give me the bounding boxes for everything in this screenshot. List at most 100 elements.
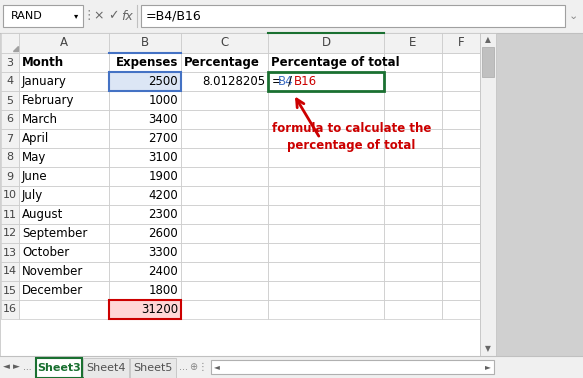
Bar: [109, 224, 181, 243]
Bar: [268, 224, 384, 243]
Text: 9: 9: [6, 172, 13, 181]
Bar: [268, 72, 384, 91]
Text: September: September: [22, 227, 87, 240]
Text: ⌄: ⌄: [568, 11, 578, 21]
Bar: [442, 243, 480, 262]
Bar: [268, 300, 384, 319]
Bar: [181, 110, 268, 129]
Bar: [442, 110, 480, 129]
Bar: [181, 224, 268, 243]
Bar: [384, 262, 442, 281]
Bar: [109, 72, 181, 91]
Text: 3: 3: [6, 57, 13, 68]
Bar: [442, 129, 480, 148]
Text: ►: ►: [485, 363, 491, 372]
Text: ►: ►: [13, 363, 19, 372]
Bar: [442, 53, 480, 72]
Bar: [109, 129, 181, 148]
Bar: [384, 53, 442, 72]
Text: C: C: [220, 37, 229, 50]
Text: Percentage: Percentage: [184, 56, 260, 69]
Bar: [1, 148, 19, 167]
Text: Expenses: Expenses: [115, 56, 178, 69]
Bar: [482, 47, 494, 77]
Text: RAND: RAND: [11, 11, 43, 21]
Bar: [19, 91, 109, 110]
Bar: [19, 72, 109, 91]
Text: formula to calculate the
percentage of total: formula to calculate the percentage of t…: [272, 122, 431, 152]
Bar: [181, 205, 268, 224]
Text: Month: Month: [22, 56, 64, 69]
Text: 31200: 31200: [141, 303, 178, 316]
Bar: [181, 148, 268, 167]
Bar: [19, 224, 109, 243]
Text: fx: fx: [121, 9, 133, 23]
Text: ...: ...: [178, 362, 188, 372]
Bar: [109, 186, 181, 205]
Text: 2700: 2700: [148, 132, 178, 145]
Bar: [384, 281, 442, 300]
Bar: [109, 53, 181, 72]
Text: November: November: [22, 265, 83, 278]
Text: 16: 16: [3, 305, 17, 314]
Text: 5: 5: [6, 96, 13, 105]
Text: /: /: [289, 75, 293, 88]
Bar: [3, 5, 83, 27]
Text: January: January: [22, 75, 67, 88]
Bar: [109, 300, 181, 319]
Bar: [109, 91, 181, 110]
Bar: [19, 281, 109, 300]
Text: =B4/B16: =B4/B16: [146, 9, 202, 23]
Text: ▾: ▾: [74, 11, 78, 20]
Text: 2300: 2300: [149, 208, 178, 221]
Bar: [181, 72, 268, 91]
Text: 13: 13: [3, 248, 17, 257]
Bar: [181, 186, 268, 205]
Text: Percentage of total: Percentage of total: [271, 56, 399, 69]
Bar: [268, 91, 384, 110]
Bar: [384, 148, 442, 167]
Bar: [181, 300, 268, 319]
Bar: [109, 262, 181, 281]
Bar: [442, 224, 480, 243]
Text: ▼: ▼: [485, 344, 491, 353]
Bar: [268, 148, 384, 167]
Bar: [384, 205, 442, 224]
Bar: [442, 72, 480, 91]
Bar: [109, 72, 181, 91]
Bar: [268, 72, 384, 91]
Bar: [1, 205, 19, 224]
Bar: [442, 33, 480, 53]
Text: 7: 7: [6, 133, 13, 144]
Bar: [268, 281, 384, 300]
Bar: [268, 186, 384, 205]
Text: 10: 10: [3, 191, 17, 200]
Bar: [19, 205, 109, 224]
Text: ▲: ▲: [485, 36, 491, 45]
Bar: [384, 91, 442, 110]
Bar: [384, 167, 442, 186]
Text: Sheet3: Sheet3: [37, 363, 81, 373]
Text: 2400: 2400: [148, 265, 178, 278]
Text: ⋮: ⋮: [198, 362, 208, 372]
Bar: [19, 53, 109, 72]
Text: ◄: ◄: [214, 363, 220, 372]
Text: 2500: 2500: [149, 75, 178, 88]
Bar: [211, 360, 494, 374]
Bar: [384, 224, 442, 243]
Text: B16: B16: [294, 75, 317, 88]
Bar: [181, 243, 268, 262]
Text: B4: B4: [278, 75, 293, 88]
Bar: [181, 53, 268, 72]
Text: Sheet5: Sheet5: [134, 363, 173, 373]
Text: ✓: ✓: [108, 9, 118, 23]
Polygon shape: [13, 46, 18, 51]
Text: ⊕: ⊕: [189, 362, 197, 372]
Text: February: February: [22, 94, 75, 107]
Bar: [130, 358, 176, 378]
Bar: [1, 33, 19, 53]
Bar: [19, 33, 109, 53]
Bar: [442, 281, 480, 300]
Text: A: A: [60, 37, 68, 50]
Text: 15: 15: [3, 285, 17, 296]
